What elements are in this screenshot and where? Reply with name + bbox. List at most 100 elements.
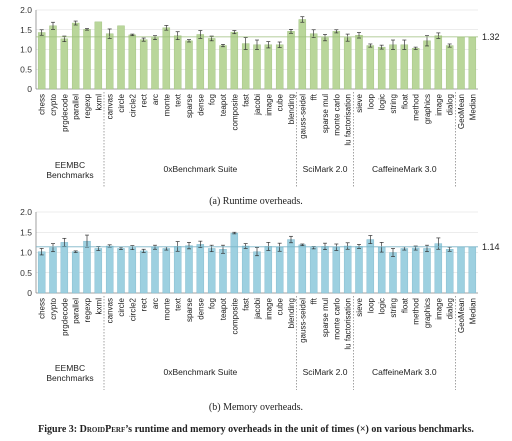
bar xyxy=(139,250,148,294)
x-tick-label: circle2 xyxy=(128,297,137,321)
bar xyxy=(105,33,114,90)
x-tick-label: rect xyxy=(140,93,149,107)
bar xyxy=(366,239,375,294)
x-tick-label: loop xyxy=(366,297,375,313)
memory-subcaption: (b) Memory overheads. xyxy=(208,402,304,413)
bar xyxy=(207,248,216,294)
bar xyxy=(117,25,125,90)
bar xyxy=(83,240,91,294)
x-tick-label: gauss-seidel xyxy=(298,298,307,343)
bar xyxy=(423,248,431,294)
bar xyxy=(241,43,250,90)
group-label: SciMark 2.0 xyxy=(303,367,348,377)
bar xyxy=(219,45,227,90)
median-value-label: 1.14 xyxy=(482,242,500,252)
group-label: 0xBenchmark Suite xyxy=(163,367,237,377)
bar xyxy=(173,35,182,90)
bar xyxy=(309,247,318,294)
bar xyxy=(105,245,114,294)
bar xyxy=(49,247,57,294)
x-tick-label: method xyxy=(412,298,421,325)
x-tick-label: loop xyxy=(366,93,375,109)
x-tick-label: regexp xyxy=(83,297,92,322)
x-tick-label: teapot xyxy=(219,297,228,320)
x-tick-label: crypto xyxy=(49,93,58,115)
x-tick-label: canvas xyxy=(106,94,115,119)
bar xyxy=(434,243,443,294)
x-tick-label: blending xyxy=(287,298,296,328)
x-tick-label: float xyxy=(400,93,409,109)
bar xyxy=(94,248,103,294)
figure-tool-name: DroidPerf xyxy=(79,424,126,435)
x-tick-label: circle xyxy=(117,93,126,112)
y-tick-label: 1.5 xyxy=(20,25,32,35)
bar xyxy=(185,245,193,294)
y-tick-label: 1.0 xyxy=(20,248,32,258)
x-tick-label: chess xyxy=(38,94,47,115)
y-tick-label: 1.0 xyxy=(20,45,32,55)
figure-label: Figure 3: xyxy=(38,424,78,435)
y-tick-label: 0.5 xyxy=(20,64,32,74)
bar xyxy=(321,246,329,294)
bar xyxy=(457,36,465,90)
bar xyxy=(434,35,443,90)
y-tick-label: 2.0 xyxy=(20,5,32,15)
y-tick-label: 1.5 xyxy=(20,227,32,237)
bar xyxy=(94,21,103,90)
bar xyxy=(83,29,91,90)
x-tick-label: canvas xyxy=(106,298,115,323)
bar xyxy=(128,34,137,90)
bar xyxy=(173,246,182,294)
bar xyxy=(60,38,69,90)
bar xyxy=(411,48,420,90)
bar xyxy=(332,247,341,294)
x-tick-label: chess xyxy=(38,298,47,319)
x-tick-label: kxml xyxy=(94,94,103,111)
bar xyxy=(230,232,239,294)
bar xyxy=(241,245,250,294)
bar xyxy=(298,244,307,294)
x-tick-label: lu factorisation xyxy=(344,298,353,350)
x-tick-label: composite xyxy=(230,93,239,130)
bar xyxy=(423,40,431,90)
bar xyxy=(49,25,57,90)
x-tick-label: prgdecode xyxy=(60,93,69,131)
bar xyxy=(400,248,409,294)
x-tick-label: jacobi xyxy=(253,94,262,116)
x-tick-label: method xyxy=(412,94,421,121)
x-tick-label: sparse xyxy=(185,93,194,118)
x-tick-label: gauss-seidel xyxy=(298,94,307,139)
x-tick-label: graphics xyxy=(423,298,432,328)
bar xyxy=(355,35,363,90)
bar xyxy=(309,33,318,90)
bar xyxy=(287,239,295,294)
bar xyxy=(151,247,159,294)
y-tick-label: 0.5 xyxy=(20,268,32,278)
x-tick-label: text xyxy=(174,93,183,107)
x-tick-label: monte carlo xyxy=(332,93,341,135)
bar xyxy=(343,37,352,90)
bar xyxy=(468,246,477,294)
bar xyxy=(377,247,386,294)
bar xyxy=(366,45,375,90)
bar xyxy=(230,31,239,90)
x-tick-label: regexp xyxy=(83,93,92,118)
bar xyxy=(37,251,46,294)
figure-caption-text: ’s runtime and memory overheads in the u… xyxy=(125,424,474,435)
bar xyxy=(400,44,409,90)
x-tick-label: monte xyxy=(162,297,171,320)
y-tick-label: 0 xyxy=(27,288,32,298)
group-label: Benchmarks xyxy=(46,170,93,180)
bar xyxy=(117,248,125,294)
x-tick-label: string xyxy=(389,298,398,318)
y-tick-label: 2.0 xyxy=(20,207,32,217)
x-tick-label: sieve xyxy=(355,297,364,316)
bar xyxy=(253,44,261,90)
x-tick-label: parallel xyxy=(72,94,81,120)
x-tick-label: image xyxy=(264,93,273,115)
x-tick-label: fast xyxy=(242,297,251,311)
group-label: EEMBC xyxy=(55,160,85,170)
x-tick-label: arc xyxy=(151,298,160,309)
bar xyxy=(468,36,477,90)
